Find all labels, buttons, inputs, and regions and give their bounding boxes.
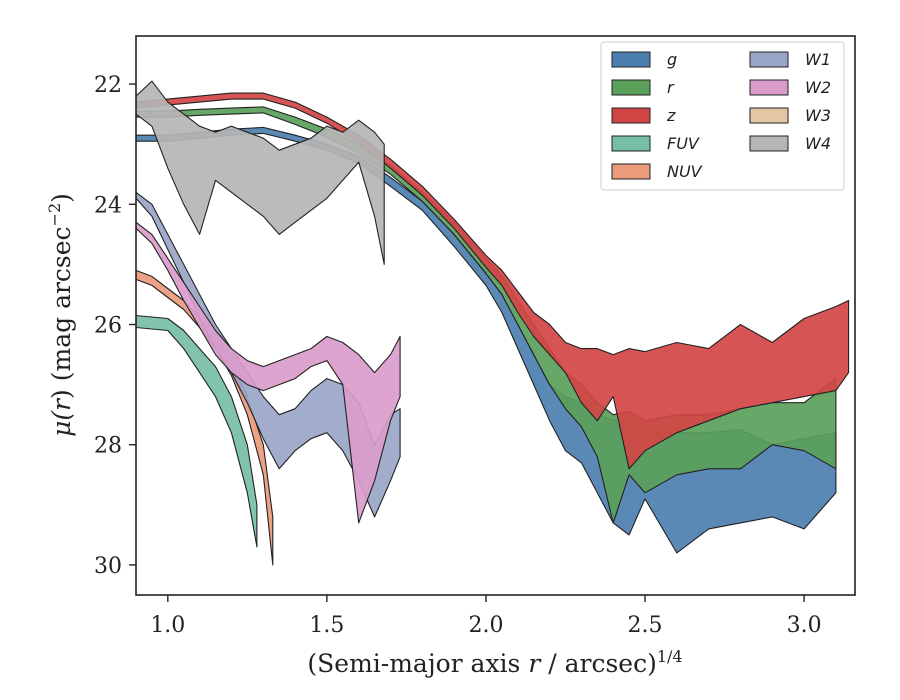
legend-swatch-w3 — [749, 107, 789, 124]
band-z — [136, 92, 850, 470]
legend-swatch-g — [611, 51, 651, 68]
x-axis-label-var: r — [528, 649, 542, 678]
y-axis-label-rest: ) (mag arcsec — [47, 226, 76, 399]
y-axis-label-var: r — [47, 397, 76, 411]
legend-label-z: z — [666, 106, 676, 125]
y-tick-label: 28 — [94, 434, 122, 459]
x-axis-label-rest: / arcsec) — [540, 649, 657, 678]
band-fuv — [136, 314, 258, 548]
legend-swatch-nuv — [611, 163, 651, 180]
legend-swatch-z — [611, 107, 651, 124]
x-axis-label: (Semi-major axis r / arcsec)1/4 — [307, 647, 682, 678]
legend: grz FUV NUV W1 W2 W3 W4 — [600, 41, 845, 191]
y-axis-label-close: ) — [47, 193, 76, 203]
x-tick-label: 2.5 — [628, 613, 663, 638]
band-w2 — [136, 221, 401, 524]
y-axis: 22 24 26 28 30 — [94, 73, 136, 579]
x-tick-label: 1.5 — [309, 613, 344, 638]
legend-swatch-w2 — [749, 79, 789, 96]
y-axis-label-exp: −2 — [45, 203, 64, 227]
legend-box — [600, 41, 845, 191]
legend-swatch-w4 — [749, 135, 789, 152]
legend-label-r: r — [667, 78, 675, 97]
x-axis-label-main: (Semi-major axis — [307, 649, 528, 678]
legend-label-nuv: NUV — [667, 162, 703, 181]
legend-label-fuv: FUV — [667, 134, 700, 153]
legend-label-w1: W1 — [805, 50, 831, 69]
legend-swatch-r — [611, 79, 651, 96]
legend-swatch-w1 — [749, 51, 789, 68]
legend-label-w2: W2 — [805, 78, 831, 97]
x-axis: 1.0 1.5 2.0 2.5 3.0 — [150, 595, 822, 638]
y-axis-label-mu: μ( — [47, 410, 76, 437]
x-tick-label: 3.0 — [787, 613, 822, 638]
legend-label-w4: W4 — [805, 134, 831, 153]
x-tick-label: 1.0 — [150, 613, 185, 638]
legend-label-g: g — [667, 50, 677, 69]
x-tick-label: 2.0 — [468, 613, 503, 638]
y-axis-label: μ(r) (mag arcsec−2) — [45, 193, 76, 437]
legend-label-w3: W3 — [805, 106, 831, 125]
x-axis-label-exp: 1/4 — [657, 647, 683, 666]
legend-swatch-fuv — [611, 135, 651, 152]
y-tick-label: 24 — [94, 193, 122, 218]
band-w4 — [136, 80, 385, 265]
y-tick-label: 26 — [94, 314, 122, 339]
y-tick-label: 30 — [94, 554, 122, 579]
series-bands — [136, 80, 850, 566]
y-tick-label: 22 — [94, 73, 122, 98]
plot-frame — [135, 35, 856, 596]
